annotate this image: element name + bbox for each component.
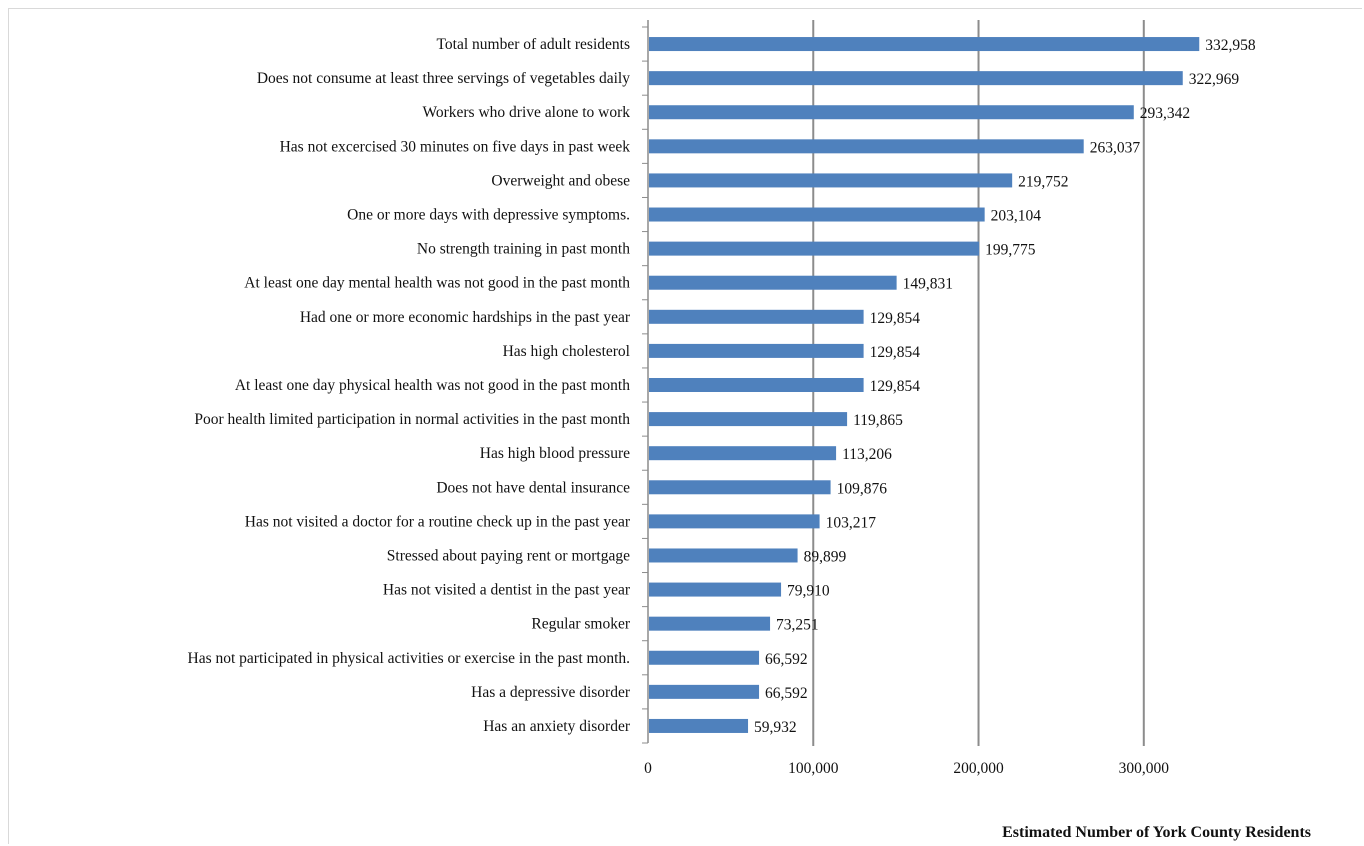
category-label: Has an anxiety disorder xyxy=(483,718,631,735)
category-label: At least one day mental health was not g… xyxy=(244,275,630,292)
bar xyxy=(649,173,1013,188)
category-label: Does not consume at least three servings… xyxy=(257,70,630,87)
category-label: Workers who drive alone to work xyxy=(422,104,630,121)
category-label: Overweight and obese xyxy=(491,172,630,189)
value-label: 129,854 xyxy=(870,310,921,327)
category-label: Has high cholesterol xyxy=(503,343,630,360)
category-labels: Total number of adult residents Does not … xyxy=(188,36,631,735)
bar xyxy=(649,343,864,358)
category-label: At least one day physical health was not… xyxy=(235,377,630,394)
bars xyxy=(649,37,1200,733)
category-label: Has a depressive disorder xyxy=(471,684,631,701)
category-label: Does not have dental insurance xyxy=(436,479,630,496)
bar xyxy=(649,514,820,529)
category-label: Has not participated in physical activit… xyxy=(188,650,630,667)
value-label: 79,910 xyxy=(787,583,830,600)
value-label: 129,854 xyxy=(870,378,921,395)
bar xyxy=(649,446,837,461)
bar xyxy=(649,378,864,392)
category-label: No strength training in past month xyxy=(417,241,630,258)
bar xyxy=(649,275,897,290)
bar xyxy=(649,139,1084,154)
bar xyxy=(649,207,985,222)
bar xyxy=(649,412,848,427)
x-axis-title: Estimated Number of York County Resident… xyxy=(1002,824,1311,841)
bar xyxy=(649,684,760,699)
category-label: Had one or more economic hardships in th… xyxy=(300,309,631,326)
value-labels: 332,958 322,969 293,342 263,037 219,752 203,1… xyxy=(754,37,1256,736)
x-tick-label: 0 xyxy=(644,760,652,777)
value-label: 199,775 xyxy=(985,242,1036,259)
category-label: Has not excercised 30 minutes on five da… xyxy=(280,138,631,155)
category-label: Has high blood pressure xyxy=(480,445,630,462)
value-label: 219,752 xyxy=(1018,173,1068,190)
x-tick-label: 300,000 xyxy=(1119,760,1170,777)
bar xyxy=(649,105,1134,120)
x-tick-labels: 0 100,000 200,000 300,000 xyxy=(644,760,1169,777)
value-label: 119,865 xyxy=(853,412,903,429)
chart-frame xyxy=(8,8,1362,844)
category-label: Poor health limited participation in nor… xyxy=(194,411,630,428)
bar xyxy=(649,582,782,597)
value-label: 59,932 xyxy=(754,719,797,736)
bar xyxy=(649,309,864,324)
value-label: 293,342 xyxy=(1140,105,1190,122)
value-label: 109,876 xyxy=(837,480,888,497)
value-label: 203,104 xyxy=(991,208,1042,225)
value-label: 129,854 xyxy=(870,344,921,361)
bar xyxy=(649,241,980,256)
value-label: 322,969 xyxy=(1189,71,1240,88)
bar xyxy=(649,480,831,495)
category-label: Regular smoker xyxy=(531,616,630,633)
category-label: One or more days with depressive symptom… xyxy=(347,207,630,224)
value-label: 332,958 xyxy=(1205,37,1256,54)
category-label: Stressed about paying rent or mortgage xyxy=(387,547,630,564)
bar xyxy=(649,616,771,631)
value-label: 263,037 xyxy=(1090,139,1141,156)
category-label: Has not visited a doctor for a routine c… xyxy=(245,513,631,530)
category-label: Has not visited a dentist in the past ye… xyxy=(383,582,631,599)
bar xyxy=(649,37,1200,52)
bar xyxy=(649,548,798,563)
x-tick-label: 200,000 xyxy=(953,760,1004,777)
value-label: 113,206 xyxy=(842,446,892,463)
value-label: 89,899 xyxy=(804,548,847,565)
axes xyxy=(642,20,649,744)
bar xyxy=(649,650,760,665)
value-label: 66,592 xyxy=(765,685,808,702)
bar xyxy=(649,718,749,733)
bar xyxy=(649,71,1183,86)
value-label: 103,217 xyxy=(826,514,877,531)
x-tick-label: 100,000 xyxy=(788,760,839,777)
category-label: Total number of adult residents xyxy=(437,36,630,53)
value-label: 149,831 xyxy=(903,276,953,293)
value-label: 66,592 xyxy=(765,651,808,668)
value-label: 73,251 xyxy=(776,617,819,634)
